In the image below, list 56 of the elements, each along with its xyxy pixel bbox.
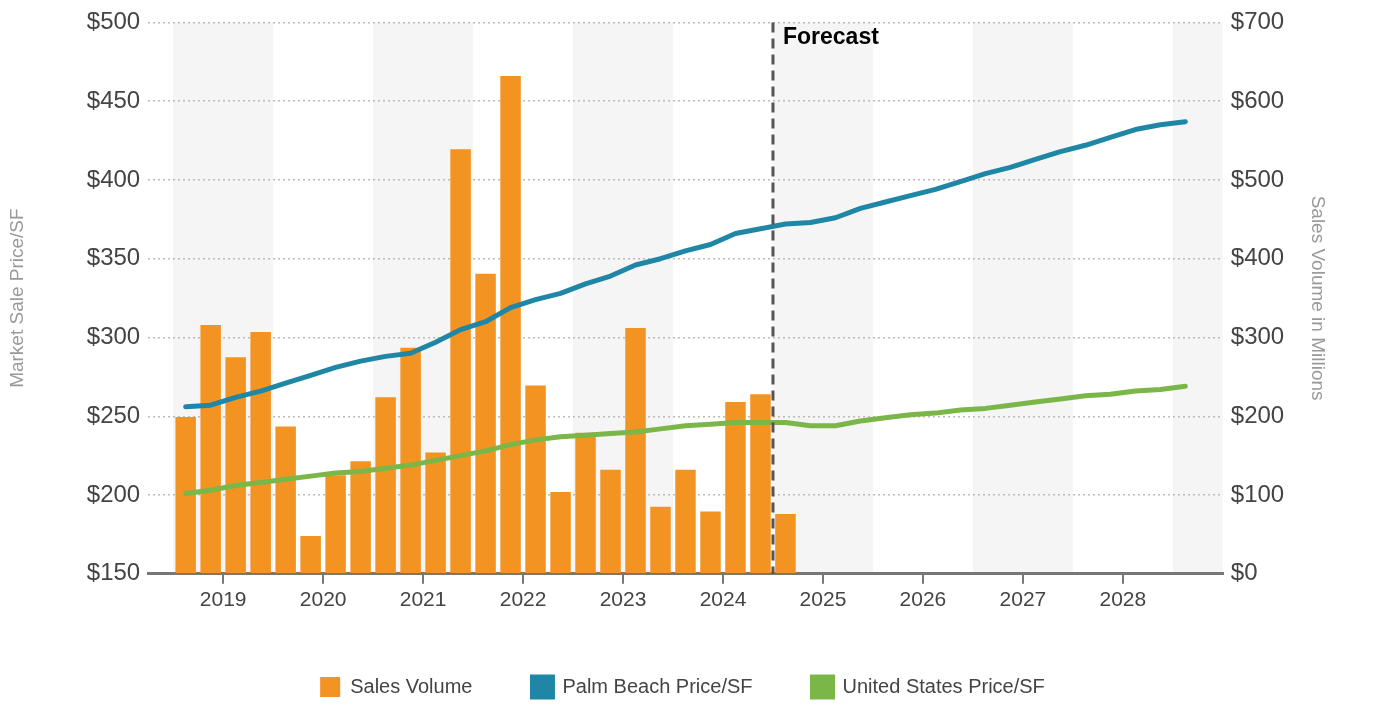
x-tick-label: 2019 (199, 587, 247, 611)
bar (725, 402, 746, 574)
y-tick-label: $350 (86, 243, 141, 271)
bar (625, 328, 646, 574)
y-tick-label: $450 (86, 85, 141, 113)
bar (525, 385, 546, 574)
bar (700, 511, 721, 574)
y-axis-title: Market Sale Price/SF (5, 208, 27, 388)
y-tick-label: $500 (86, 7, 141, 35)
y-tick-label: $150 (86, 558, 141, 586)
y2-tick-label: $100 (1230, 479, 1285, 507)
y-tick-label: $400 (86, 164, 141, 192)
x-tick-label: 2025 (799, 587, 847, 611)
y-tick-label: $250 (86, 400, 141, 428)
x-tick-label: 2028 (1099, 587, 1147, 611)
bar (600, 469, 621, 574)
bar (250, 331, 271, 574)
bar (775, 513, 796, 574)
bar (400, 347, 421, 574)
bar (300, 535, 321, 574)
x-tick-label: 2021 (399, 587, 447, 611)
bar (425, 452, 446, 574)
bar (350, 461, 371, 574)
y-tick-label: $300 (86, 322, 141, 350)
x-tick-label: 2023 (599, 587, 647, 611)
y2-tick-label: $600 (1230, 85, 1285, 113)
bar (225, 357, 246, 574)
bar (475, 273, 496, 574)
bar (500, 75, 521, 574)
y-tick-label: $200 (86, 479, 141, 507)
y2-tick-label: $300 (1230, 322, 1285, 350)
legend-label: United States Price/SF (842, 674, 1045, 697)
y2-tick-label: $700 (1230, 7, 1285, 35)
bar (650, 506, 671, 574)
bar (450, 149, 471, 574)
y2-tick-label: $500 (1230, 164, 1285, 192)
bar (275, 426, 296, 574)
bar (175, 417, 196, 574)
x-tick-label: 2020 (299, 587, 347, 611)
x-tick-label: 2024 (699, 587, 747, 611)
y2-tick-label: $0 (1230, 558, 1258, 586)
legend-label: Palm Beach Price/SF (562, 674, 753, 697)
bar (200, 324, 221, 574)
bar (675, 469, 696, 574)
bar (375, 397, 396, 574)
y2-tick-label: $400 (1230, 243, 1285, 271)
x-tick-label: 2027 (999, 587, 1047, 611)
bar (550, 491, 571, 574)
x-tick-label: 2026 (899, 587, 947, 611)
ref-line-label: Forecast (782, 23, 880, 50)
bar (750, 394, 771, 574)
x-tick-label: 2022 (499, 587, 547, 611)
bar (325, 475, 346, 574)
legend-label: Sales Volume (350, 674, 473, 697)
y2-axis-title: Sales Volume in Millions (1308, 195, 1330, 401)
y2-tick-label: $200 (1230, 400, 1285, 428)
